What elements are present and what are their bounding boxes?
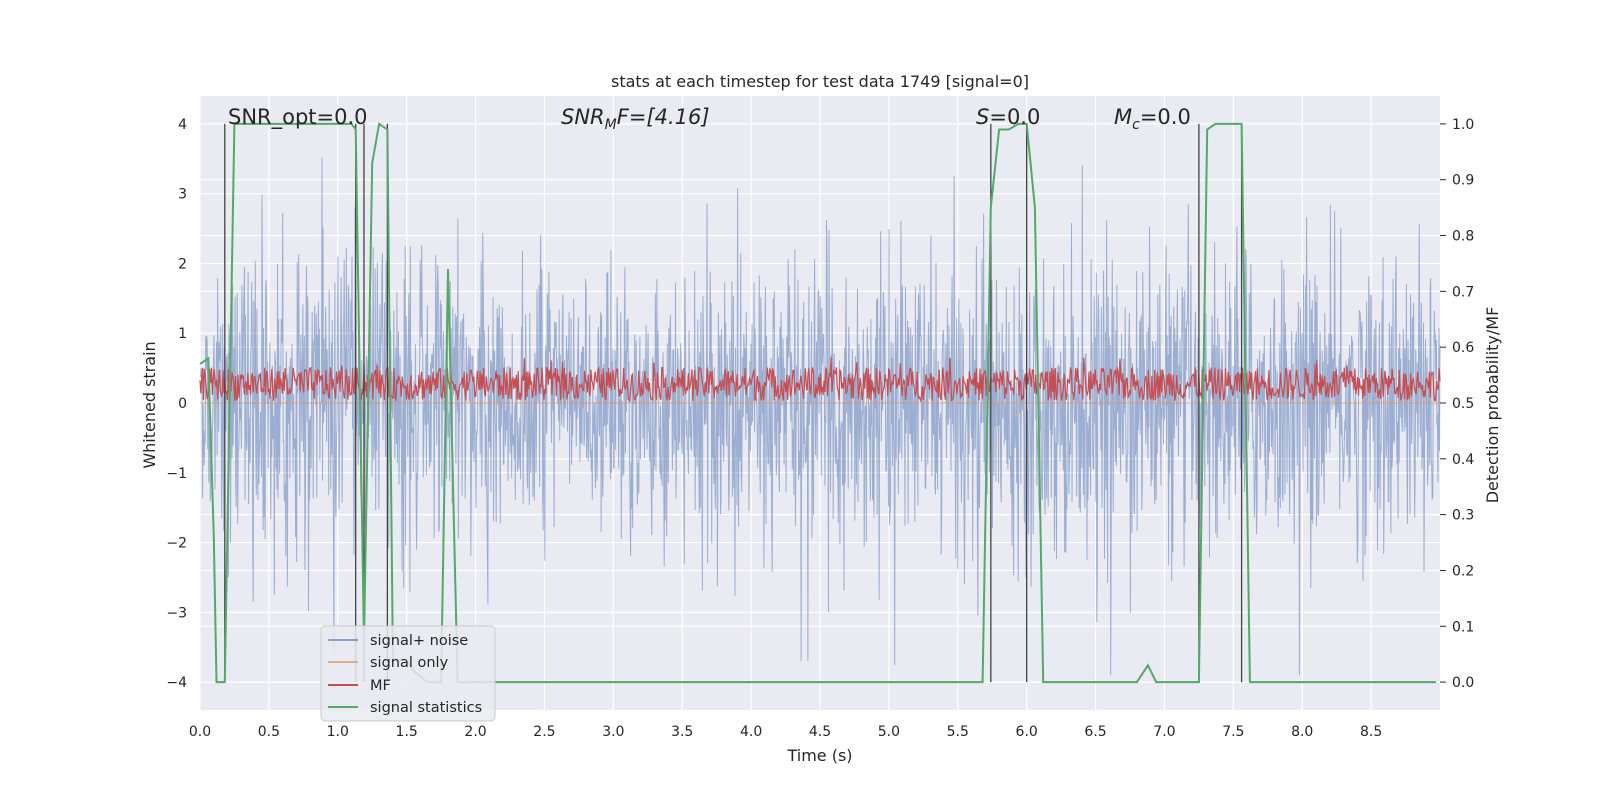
right-tick-label: 0.2 — [1452, 563, 1474, 579]
signal-statistics-series — [199, 122, 1436, 684]
s-value: =0.0 — [989, 105, 1040, 129]
signal-statistics-line — [199, 122, 1436, 684]
x-tick-label: 7.5 — [1222, 724, 1244, 740]
mc-symbol: M — [1114, 105, 1132, 129]
right-tick-label: 0.0 — [1452, 675, 1474, 691]
right-tick-label: 0.9 — [1452, 173, 1474, 189]
right-tick-label: 1.0 — [1452, 117, 1474, 133]
y-tick-label: 0 — [178, 396, 187, 412]
legend: signal+ noise signal only MF signal stat… — [320, 625, 496, 722]
signal-noise-line — [199, 157, 1441, 676]
x-tick-label: 5.0 — [878, 724, 900, 740]
x-tick-label: 6.0 — [1016, 724, 1038, 740]
x-tick-label: 1.0 — [327, 724, 349, 740]
y-tick-label: −4 — [166, 675, 187, 691]
right-tick-label: 0.5 — [1452, 396, 1474, 412]
x-tick-labels: 0.0 0.5 1.0 1.5 2.0 2.5 3.0 3.5 4.0 4.5 5.0 5.5 6.0 6… — [189, 724, 1382, 740]
y-tick-label: 2 — [178, 256, 187, 272]
snr-mf-rest: F=[4.16] — [617, 105, 710, 129]
mc-value: =0.0 — [1140, 105, 1191, 129]
legend-label-mf: MF — [370, 678, 391, 694]
right-tick-label: 0.4 — [1452, 452, 1474, 468]
x-tick-label: 4.0 — [740, 724, 762, 740]
x-tick-label: 3.5 — [671, 724, 693, 740]
legend-label-stats: signal statistics — [370, 700, 482, 716]
right-tick-labels: 0.0 0.1 0.2 0.3 0.4 0.5 0.6 0.7 0.8 0.9 1.0 — [1440, 117, 1474, 691]
mf-series — [199, 356, 1441, 404]
annotation-s: S=0.0 — [976, 105, 1040, 129]
x-tick-label: 8.0 — [1291, 724, 1313, 740]
snr-mf-subscript: M — [605, 117, 617, 133]
legend-box — [320, 625, 496, 722]
y-tick-label: −2 — [166, 536, 187, 552]
x-tick-label: 5.5 — [947, 724, 969, 740]
signal-noise-series — [199, 157, 1441, 676]
x-tick-label: 0.5 — [258, 724, 280, 740]
y-tick-label: −1 — [166, 466, 187, 482]
right-tick-label: 0.8 — [1452, 229, 1474, 245]
legend-label-signal: signal only — [370, 655, 449, 671]
x-tick-label: 4.5 — [809, 724, 831, 740]
y-tick-label: 3 — [178, 187, 187, 203]
y-axis-label: Whitened strain — [140, 341, 159, 468]
y-tick-label: 4 — [178, 117, 187, 133]
annotation-snr-mf: SNRMF=[4.16] — [561, 105, 710, 133]
y-tick-label: −3 — [166, 605, 187, 621]
x-tick-label: 6.5 — [1084, 724, 1106, 740]
y-tick-label: 1 — [178, 326, 187, 342]
x-axis-label: Time (s) — [786, 746, 852, 765]
right-tick-label: 0.7 — [1452, 284, 1474, 300]
x-tick-label: 2.5 — [533, 724, 555, 740]
s-symbol: S — [976, 105, 989, 129]
x-tick-label: 0.0 — [189, 724, 211, 740]
annotation-snr-opt: SNR_opt=0.0 — [228, 105, 368, 130]
chart-title: stats at each timestep for test data 174… — [611, 72, 1029, 91]
right-tick-label: 0.3 — [1452, 508, 1474, 524]
y-tick-labels: −4 −3 −2 −1 0 1 2 3 4 — [166, 117, 187, 691]
right-tick-label: 0.6 — [1452, 340, 1474, 356]
mc-subscript: c — [1132, 117, 1140, 133]
legend-label-noise: signal+ noise — [370, 633, 468, 649]
x-tick-label: 2.0 — [464, 724, 486, 740]
y2-axis-label: Detection probability/MF — [1483, 307, 1502, 504]
snr-mf-symbol: SNR — [561, 105, 605, 129]
mf-line — [199, 356, 1441, 404]
x-tick-label: 1.5 — [396, 724, 418, 740]
annotation-mc: Mc=0.0 — [1114, 105, 1191, 133]
x-tick-label: 8.5 — [1360, 724, 1382, 740]
x-tick-label: 7.0 — [1153, 724, 1175, 740]
x-tick-label: 3.0 — [602, 724, 624, 740]
right-tick-label: 0.1 — [1452, 619, 1474, 635]
